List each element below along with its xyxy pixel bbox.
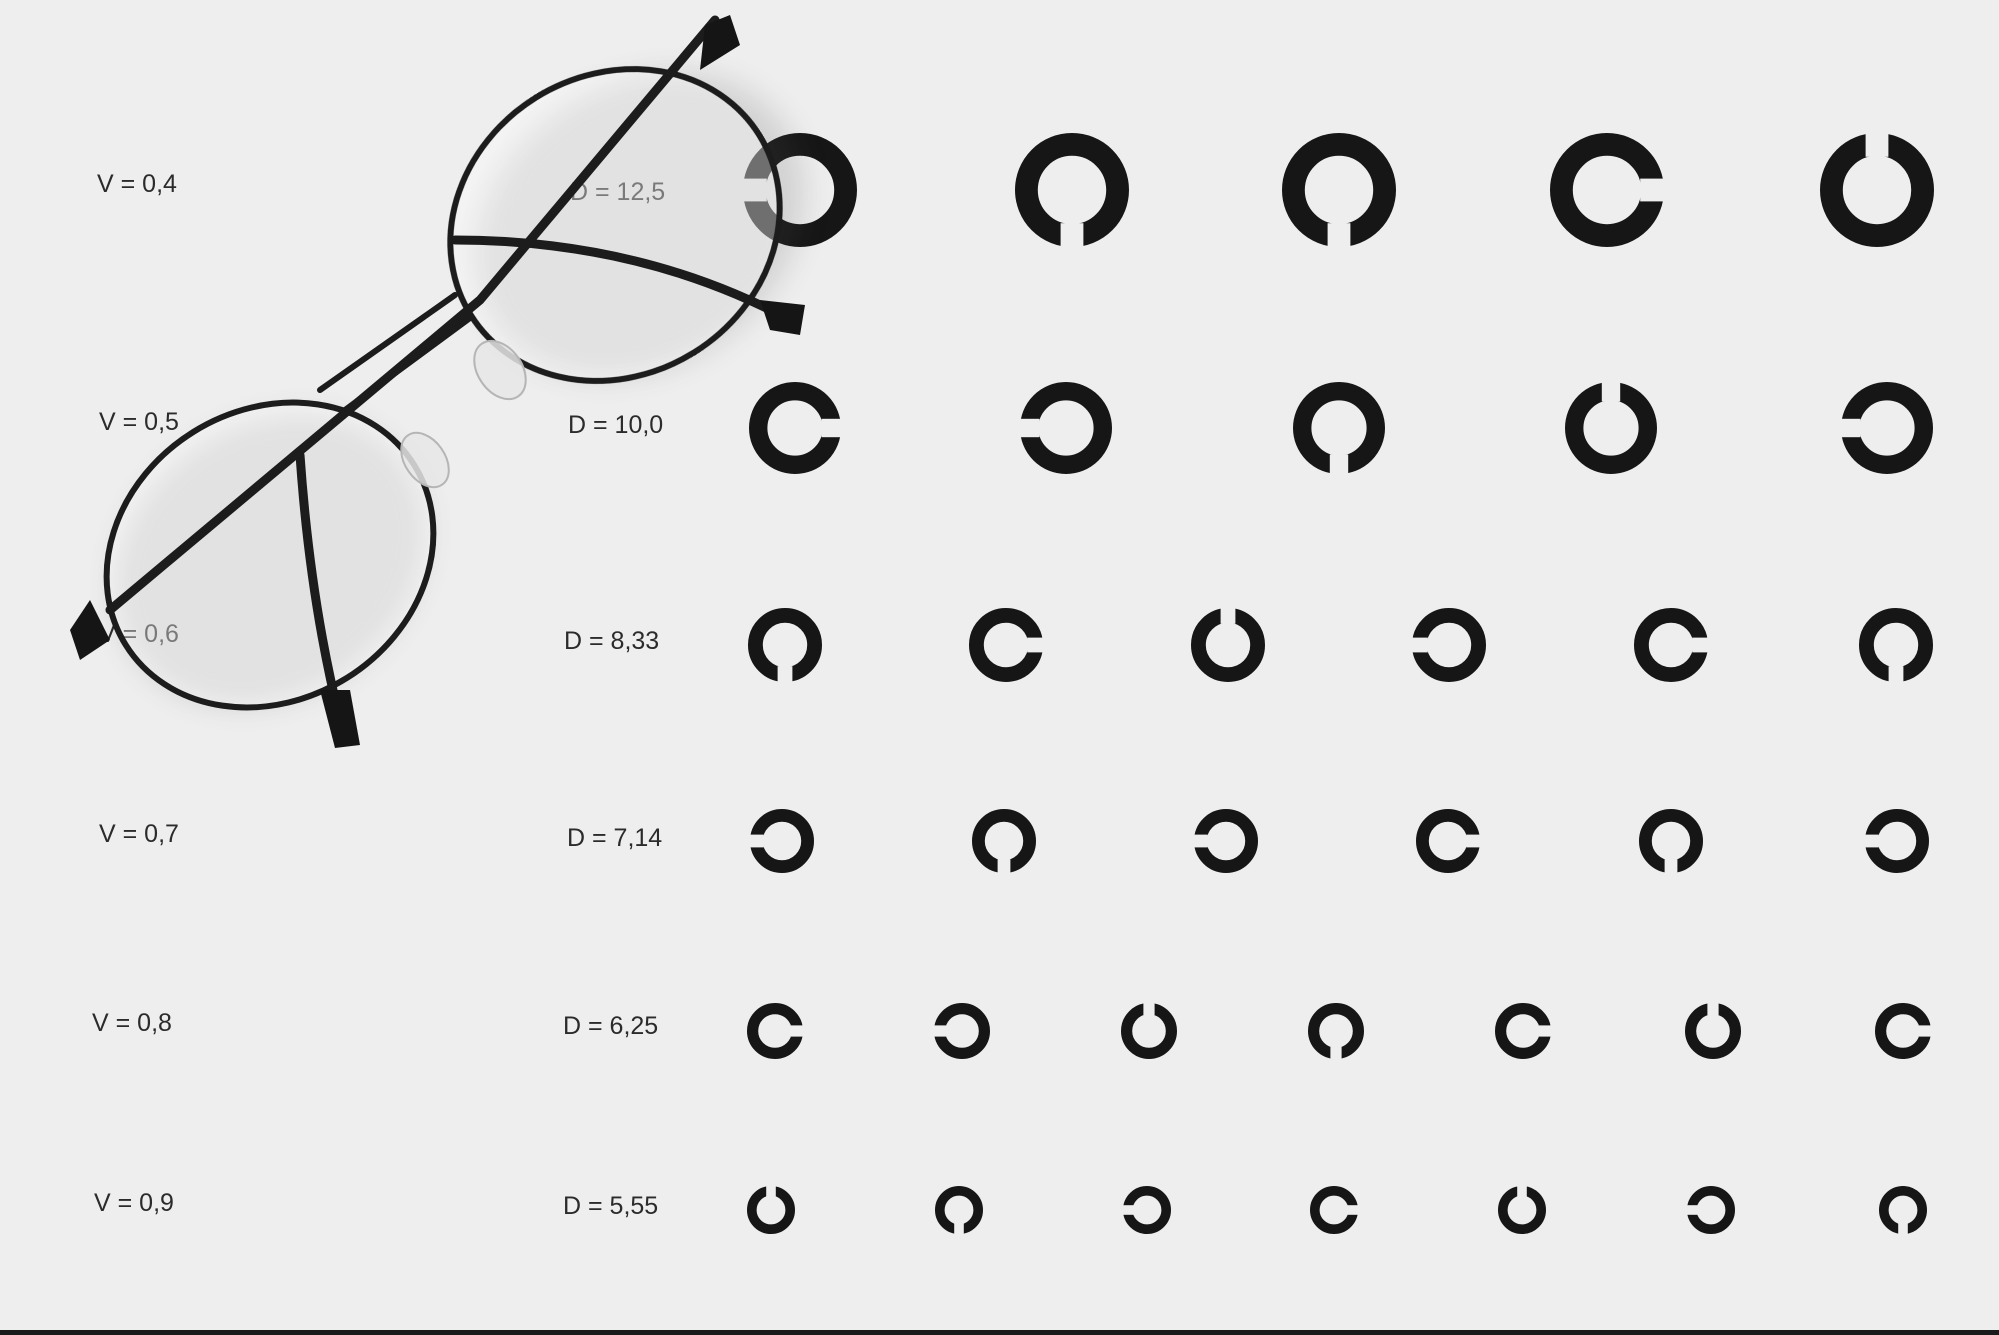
landolt-ring bbox=[1875, 1003, 1934, 1059]
landolt-ring bbox=[746, 1183, 796, 1235]
landolt-ring bbox=[1293, 382, 1385, 477]
landolt-ring bbox=[747, 607, 823, 685]
landolt-ring bbox=[747, 808, 815, 874]
acuity-label-row-2: V = 0,5 bbox=[99, 408, 179, 436]
distance-label-row-3: D = 8,33 bbox=[564, 627, 660, 655]
bottom-border bbox=[0, 1330, 1999, 1335]
landolt-ring bbox=[1120, 1185, 1172, 1235]
landolt-ring bbox=[749, 382, 844, 474]
landolt-ring bbox=[1497, 1183, 1547, 1235]
landolt-ring bbox=[1308, 1003, 1364, 1062]
landolt-ring bbox=[1862, 808, 1930, 874]
distance-label-row-5: D = 6,25 bbox=[563, 1012, 659, 1040]
landolt-ring bbox=[1878, 1185, 1928, 1237]
landolt-ring bbox=[1684, 1185, 1736, 1235]
landolt-ring bbox=[1565, 379, 1657, 474]
landolt-ring bbox=[1550, 133, 1667, 247]
landolt-ring bbox=[1638, 808, 1704, 876]
landolt-ring bbox=[1685, 1000, 1741, 1059]
landolt-ring bbox=[1633, 607, 1711, 683]
landolt-ring bbox=[971, 808, 1037, 876]
acuity-label-row-1: V = 0,4 bbox=[97, 170, 177, 198]
landolt-ring bbox=[968, 607, 1046, 683]
lens bbox=[103, 66, 783, 711]
landolt-ring bbox=[1409, 607, 1487, 683]
landolt-ring bbox=[1017, 382, 1112, 474]
distance-label-row-2: D = 10,0 bbox=[568, 411, 664, 439]
landolt-ring bbox=[934, 1185, 984, 1237]
landolt-ring bbox=[1282, 133, 1396, 250]
distance-label-row-4: D = 7,14 bbox=[567, 824, 663, 852]
landolt-ring bbox=[931, 1003, 990, 1059]
landolt-ring bbox=[1191, 808, 1259, 874]
temple-arm bbox=[105, 15, 795, 725]
landolt-ring bbox=[1121, 1000, 1177, 1059]
distance-label-row-6: D = 5,55 bbox=[563, 1192, 659, 1220]
nose-pad bbox=[400, 339, 527, 489]
landolt-ring bbox=[1415, 808, 1483, 874]
landolt-ring bbox=[1820, 130, 1934, 247]
landolt-ring bbox=[1015, 133, 1129, 250]
acuity-label-row-5: V = 0,8 bbox=[92, 1009, 172, 1037]
landolt-ring bbox=[1838, 382, 1933, 474]
landolt-ring bbox=[1858, 607, 1934, 685]
landolt-ring bbox=[1190, 605, 1266, 683]
landolt-ring bbox=[1495, 1003, 1554, 1059]
acuity-label-row-4: V = 0,7 bbox=[99, 820, 179, 848]
landolt-ring bbox=[1309, 1185, 1361, 1235]
acuity-label-row-6: V = 0,9 bbox=[94, 1189, 174, 1217]
landolt-ring bbox=[747, 1003, 806, 1059]
